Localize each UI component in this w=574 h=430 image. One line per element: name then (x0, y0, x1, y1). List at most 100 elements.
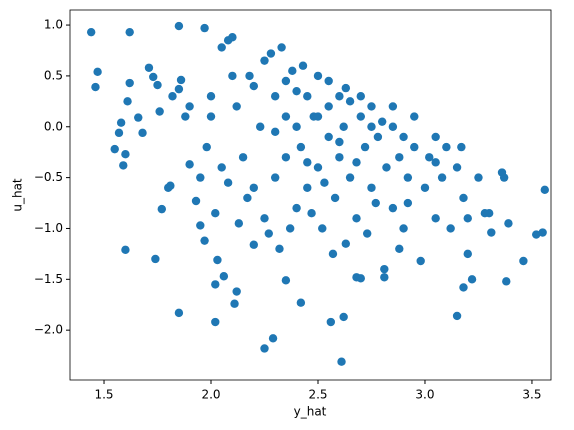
point (116, 118, 126, 127)
point (377, 117, 387, 126)
point (463, 214, 472, 223)
y-tick-label: 0.0 (44, 119, 63, 133)
point (228, 71, 237, 81)
point (155, 107, 164, 116)
point (202, 142, 211, 152)
point (395, 244, 404, 254)
y-tick-label: 1.0 (44, 18, 63, 32)
point (134, 113, 143, 122)
point (174, 84, 184, 94)
point (410, 142, 419, 152)
point (399, 132, 408, 142)
point (382, 163, 391, 172)
point (339, 122, 348, 131)
point (260, 344, 269, 353)
point (463, 249, 472, 259)
point (292, 122, 301, 131)
point (431, 158, 440, 167)
point (238, 153, 248, 162)
point (318, 224, 327, 233)
point (345, 97, 355, 106)
point (425, 153, 434, 162)
point (149, 72, 158, 82)
point (341, 83, 351, 93)
point (191, 196, 201, 206)
y-tick-label: −1.0 (34, 221, 63, 235)
point (275, 244, 284, 254)
point (256, 122, 265, 131)
point (345, 173, 355, 182)
point (268, 334, 278, 343)
point (502, 277, 511, 286)
point (125, 78, 134, 88)
point (281, 112, 291, 121)
point (281, 76, 291, 86)
point (416, 256, 425, 266)
point (153, 80, 162, 90)
point (367, 102, 376, 111)
point (431, 132, 440, 142)
point (324, 76, 333, 86)
point (303, 92, 312, 101)
point (356, 112, 365, 121)
point (114, 128, 124, 138)
point (307, 209, 316, 218)
point (249, 240, 258, 249)
point (292, 86, 301, 96)
point (504, 219, 513, 228)
point (243, 193, 252, 203)
point (352, 214, 361, 223)
point (266, 49, 276, 58)
point (174, 21, 184, 31)
point (249, 81, 258, 91)
point (320, 178, 329, 187)
point (285, 224, 295, 233)
point (437, 173, 447, 182)
plot-frame (69, 9, 552, 381)
point (260, 56, 269, 65)
point (121, 150, 130, 159)
y-tick-label: −0.5 (34, 170, 63, 184)
y-tick-label: −1.5 (34, 272, 63, 286)
point (452, 311, 462, 321)
x-tick-label: 3.0 (415, 388, 434, 402)
point (110, 144, 119, 154)
point (196, 221, 205, 230)
point (86, 27, 96, 37)
point (125, 27, 134, 37)
point (176, 75, 186, 85)
point (459, 193, 468, 203)
point (352, 158, 361, 167)
point (313, 112, 323, 121)
point (410, 112, 419, 121)
point (185, 160, 194, 169)
point (281, 276, 291, 285)
point (371, 198, 380, 208)
point (219, 272, 229, 281)
point (228, 33, 237, 42)
point (403, 198, 413, 208)
point (388, 122, 398, 131)
point (217, 43, 226, 52)
point (234, 219, 244, 228)
point (360, 142, 370, 152)
point (298, 61, 308, 70)
point (420, 183, 430, 192)
point (356, 274, 365, 283)
point (431, 214, 440, 223)
point (223, 178, 233, 187)
point (123, 97, 132, 106)
point (499, 173, 509, 182)
point (335, 153, 344, 162)
point (380, 264, 389, 274)
point (313, 71, 323, 81)
point (157, 204, 166, 214)
point (538, 228, 547, 237)
point (399, 224, 408, 233)
point (313, 163, 323, 172)
point (367, 183, 376, 192)
point (277, 43, 286, 52)
x-tick-label: 1.5 (94, 388, 113, 402)
point (337, 357, 346, 366)
point (200, 23, 209, 33)
